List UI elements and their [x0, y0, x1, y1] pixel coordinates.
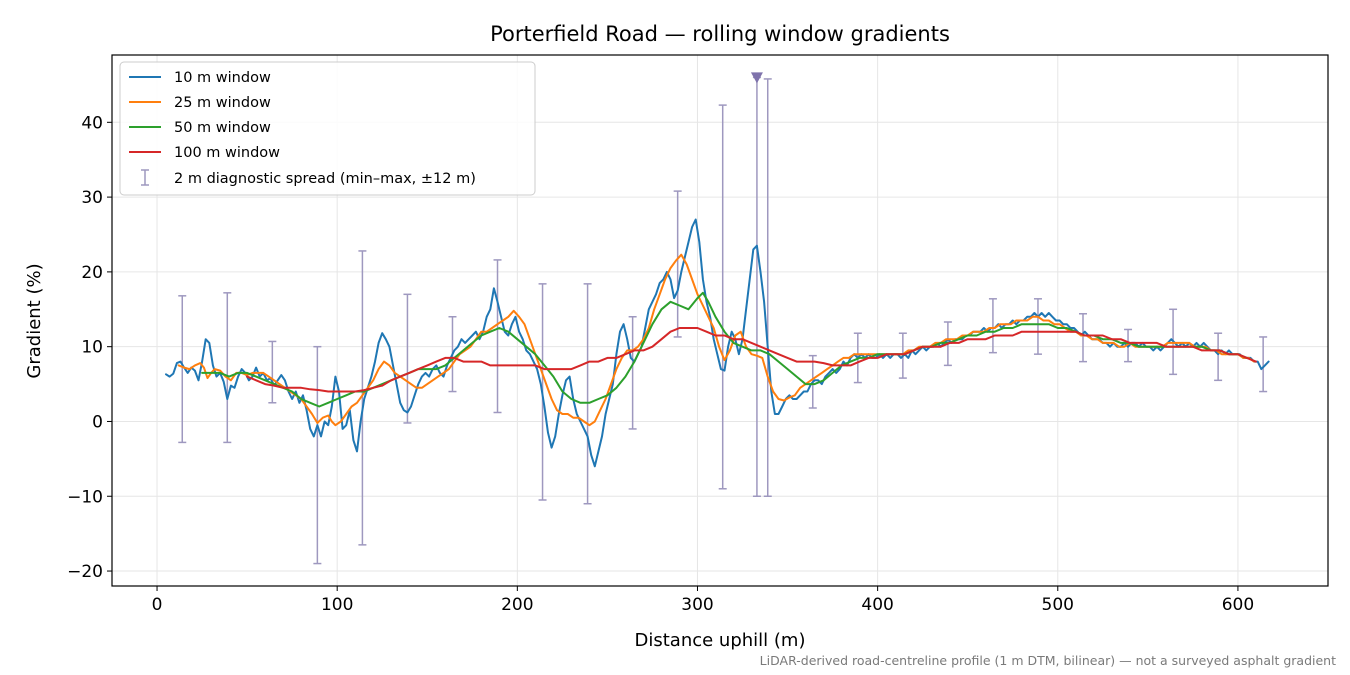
legend-label-errorbar: 2 m diagnostic spread (min–max, ±12 m) — [174, 171, 476, 187]
x-tick-label: 100 — [321, 595, 353, 615]
y-axis-label: Gradient (%) — [24, 263, 45, 378]
y-tick-label: 30 — [81, 188, 103, 208]
y-tick-label: −10 — [67, 487, 103, 507]
errorbar — [223, 292, 232, 444]
series-line-100m — [246, 327, 1257, 393]
errorbar — [763, 78, 772, 498]
errorbar — [988, 298, 997, 354]
y-tick-label: −20 — [67, 562, 103, 582]
y-tick-label: 10 — [81, 338, 103, 358]
legend-label-50m: 50 m window — [174, 120, 271, 136]
y-axis-ticks: −20 −10 0 10 20 30 40 — [67, 113, 112, 582]
errorbar — [493, 259, 502, 414]
errorbars — [178, 72, 1268, 565]
errorbar — [403, 293, 412, 424]
legend-label-25m: 25 m window — [174, 95, 271, 111]
x-tick-label: 500 — [1042, 595, 1074, 615]
x-axis-ticks: 0 100 200 300 400 500 600 — [152, 586, 1254, 615]
x-tick-label: 0 — [152, 595, 163, 615]
x-axis-label: Distance uphill (m) — [635, 630, 806, 651]
errorbar — [1033, 298, 1042, 355]
legend-swatch-errorbar — [141, 169, 149, 186]
clip-marker-icon — [750, 72, 763, 84]
errorbar — [583, 283, 592, 505]
x-tick-label: 400 — [861, 595, 893, 615]
errorbar — [358, 250, 367, 546]
x-tick-label: 300 — [681, 595, 713, 615]
legend: 10 m window 25 m window 50 m window 100 … — [119, 61, 536, 196]
legend-label-100m: 100 m window — [174, 145, 280, 161]
legend-box — [119, 61, 536, 196]
errorbar — [268, 340, 277, 404]
y-tick-label: 0 — [92, 412, 103, 432]
x-tick-label: 600 — [1222, 595, 1254, 615]
y-tick-label: 20 — [81, 263, 103, 283]
errorbar — [628, 316, 637, 430]
errorbar — [1259, 336, 1268, 393]
errorbar — [1078, 313, 1087, 363]
x-tick-label: 200 — [501, 595, 533, 615]
errorbar — [178, 295, 187, 444]
series-lines — [165, 218, 1270, 468]
legend-label-10m: 10 m window — [174, 70, 271, 86]
errorbar — [673, 190, 682, 338]
errorbar — [750, 72, 763, 498]
chart-title: Porterfield Road — rolling window gradie… — [490, 22, 950, 46]
y-tick-label: 40 — [81, 113, 103, 133]
footnote: LiDAR-derived road-centreline profile (1… — [760, 653, 1336, 668]
errorbar — [313, 345, 322, 565]
plot-frame — [111, 54, 1329, 587]
errorbar — [718, 104, 727, 490]
errorbar — [1214, 332, 1223, 382]
